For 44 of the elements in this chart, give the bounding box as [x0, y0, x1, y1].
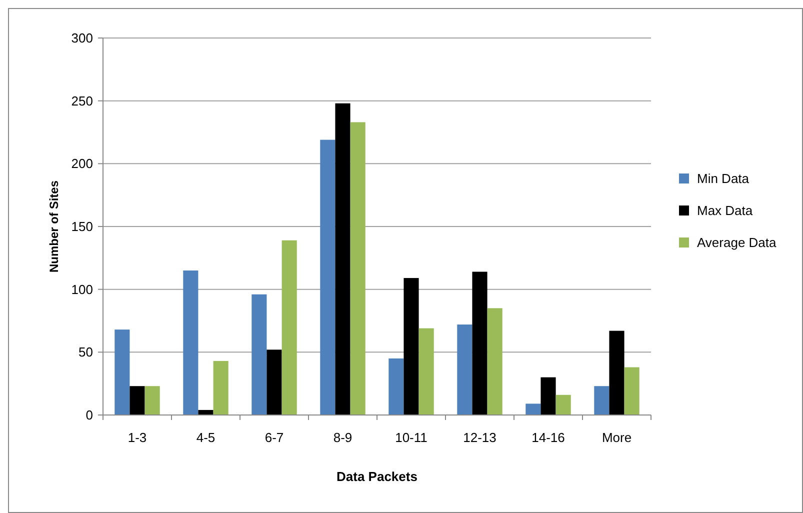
- y-tick-label: 300: [71, 30, 93, 46]
- x-tick-label: 4-5: [196, 430, 216, 445]
- x-tick-label: More: [602, 430, 632, 445]
- x-axis-title: Data Packets: [336, 469, 418, 484]
- bar: [335, 103, 350, 415]
- bar: [594, 386, 610, 415]
- x-tick-label: 10-11: [395, 430, 428, 445]
- bar: [350, 122, 366, 415]
- x-tick-label: 8-9: [333, 430, 352, 445]
- bar: [404, 278, 419, 415]
- y-tick-label: 100: [71, 282, 93, 297]
- y-tick-label: 0: [86, 408, 93, 423]
- y-tick-label: 150: [71, 219, 93, 234]
- y-tick-label: 200: [71, 156, 93, 172]
- legend-label: Average Data: [697, 235, 778, 250]
- bar: [487, 308, 502, 415]
- x-tick-label: 6-7: [264, 430, 284, 445]
- bar: [282, 240, 297, 415]
- bar: [457, 324, 472, 415]
- legend-label: Max Data: [697, 203, 754, 218]
- y-tick-label: 250: [71, 93, 93, 108]
- bar: [540, 377, 556, 415]
- x-tick-label: 12-13: [463, 430, 496, 445]
- bar: [609, 330, 624, 415]
- bar: [556, 394, 571, 415]
- bar: [624, 367, 640, 415]
- bar: [526, 404, 541, 415]
- bar: [388, 358, 404, 415]
- bar: [183, 270, 198, 415]
- bar: [198, 410, 214, 415]
- y-tick-label: 50: [78, 344, 93, 360]
- bar: [252, 294, 267, 415]
- bar: [266, 350, 282, 415]
- x-tick-label: 1-3: [128, 430, 147, 445]
- y-axis-title: Number of Sites: [47, 180, 61, 273]
- bar: [130, 386, 145, 415]
- legend-label: Min Data: [697, 171, 750, 186]
- bar: [144, 386, 160, 415]
- bar: [418, 328, 434, 415]
- bar: [320, 140, 336, 415]
- x-tick-label: 14-16: [532, 430, 565, 445]
- bar: [472, 272, 488, 415]
- bar: [213, 360, 228, 415]
- bar: [114, 330, 130, 415]
